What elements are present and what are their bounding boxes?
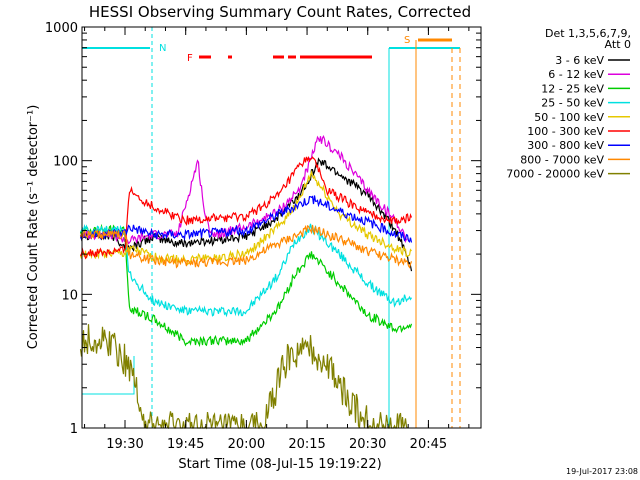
x-tick-label-3: 20:00 <box>228 437 265 452</box>
x-tick-label-6: 20:45 <box>410 437 447 452</box>
legend-label-8: 800 - 7000 keV <box>520 153 604 166</box>
y-axis-label: Corrected Count Rate (s⁻¹ detector⁻¹) <box>26 105 41 350</box>
legend-label-5: 50 - 100 keV <box>534 111 604 124</box>
series-line-3 <box>79 223 413 348</box>
x-tick-label-2: 19:45 <box>167 437 204 452</box>
footer-date: 19-Jul-2017 23:08 <box>566 467 638 476</box>
legend-label-3: 12 - 25 keV <box>541 82 604 95</box>
legend-label-4: 25 - 50 keV <box>541 97 604 110</box>
y-tick-label-4: 1000 <box>45 21 78 36</box>
series-line-4 <box>80 223 413 318</box>
series-line-1 <box>79 157 413 272</box>
legend-label-2: 6 - 12 keV <box>548 68 604 81</box>
x-tick-label-1: 19:30 <box>106 437 143 452</box>
chart-title: HESSI Observing Summary Count Rates, Cor… <box>89 3 471 21</box>
x-tick-label-4: 20:15 <box>288 437 325 452</box>
y-tick-label-2: 10 <box>61 288 78 303</box>
series-line-2 <box>80 135 408 245</box>
series-line-8 <box>79 224 413 269</box>
x-axis-label: Start Time (08-Jul-15 19:19:22) <box>178 457 381 472</box>
axes: 19:30 19:45 20:00 20:15 20:30 20:45 1 10 100 1000 <box>45 21 482 452</box>
legend-label-1: 3 - 6 keV <box>555 54 604 67</box>
x-tick-label-5: 20:30 <box>349 437 386 452</box>
series-line-5 <box>79 169 412 266</box>
y-tick-label-3: 100 <box>53 155 78 170</box>
flag-f-label: F <box>187 53 193 64</box>
flag-n-label: N <box>159 43 166 54</box>
flag-s-label: S <box>404 35 410 46</box>
legend-header-1: Det 1,3,5,6,7,9, <box>545 27 631 40</box>
y-tick-label-1: 1 <box>70 422 78 437</box>
legend-label-9: 7000 - 20000 keV <box>506 168 604 181</box>
plot-area: N S F <box>79 27 461 430</box>
plot-frame <box>81 26 482 429</box>
series-line-7 <box>79 195 413 243</box>
legend-header-2: Att 0 <box>605 38 631 51</box>
series-line-6 <box>79 155 413 260</box>
legend-label-6: 100 - 300 keV <box>527 125 604 138</box>
series-line-9 <box>79 324 408 430</box>
legend-label-7: 300 - 800 keV <box>527 139 604 152</box>
